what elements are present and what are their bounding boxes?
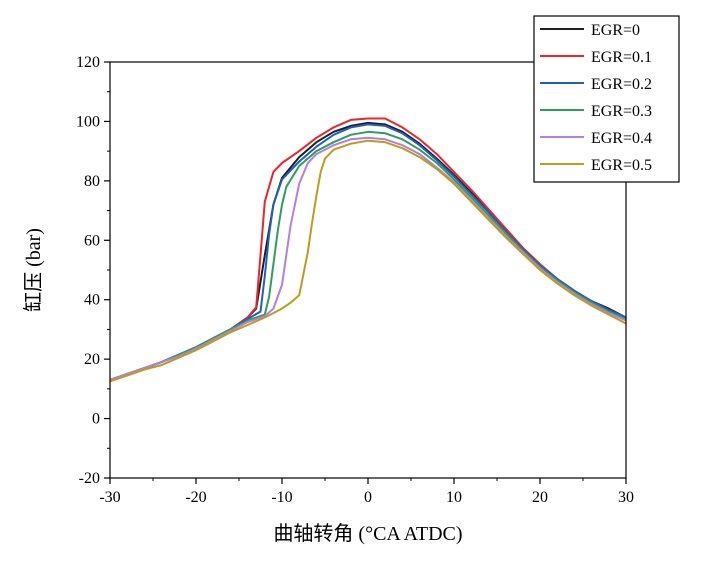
legend-label: EGR=0.4: [591, 130, 652, 147]
legend-label: EGR=0.2: [591, 76, 652, 93]
y-tick-label: 120: [76, 54, 100, 71]
y-tick-label: 80: [84, 173, 100, 190]
x-tick-label: 0: [364, 489, 372, 506]
y-tick-label: 20: [84, 351, 100, 368]
y-tick-label: 60: [84, 232, 100, 249]
y-tick-label: 0: [92, 411, 100, 428]
legend-label: EGR=0: [591, 22, 640, 39]
legend-label: EGR=0.3: [591, 103, 652, 120]
y-axis-title: 缸压 (bar): [22, 228, 45, 312]
legend-label: EGR=0.5: [591, 157, 652, 174]
y-axis: -20 0 20 40 60 80 100 120: [76, 54, 110, 487]
x-tick-label: -20: [185, 489, 206, 506]
plot-lines: [109, 117, 627, 383]
x-axis: -30 -20 -10 0 10 20 30: [99, 478, 634, 506]
x-tick-label: -10: [271, 489, 292, 506]
legend: EGR=0 EGR=0.1 EGR=0.2 EGR=0.3 EGR=0.4 EGR=0.5: [533, 15, 680, 183]
x-tick-label: 30: [618, 489, 634, 506]
x-tick-label: 20: [532, 489, 548, 506]
x-tick-label: -30: [99, 489, 120, 506]
y-tick-label: 40: [84, 292, 100, 309]
x-axis-title: 曲轴转角 (°CA ATDC): [273, 522, 462, 545]
series-line: [109, 130, 627, 381]
legend-box: [533, 15, 680, 183]
x-tick-label: 10: [446, 489, 462, 506]
legend-label: EGR=0.1: [591, 49, 652, 66]
series-line: [109, 136, 627, 381]
y-tick-label: 100: [76, 113, 100, 130]
y-tick-label: -20: [79, 470, 100, 487]
series-line: [109, 139, 627, 383]
